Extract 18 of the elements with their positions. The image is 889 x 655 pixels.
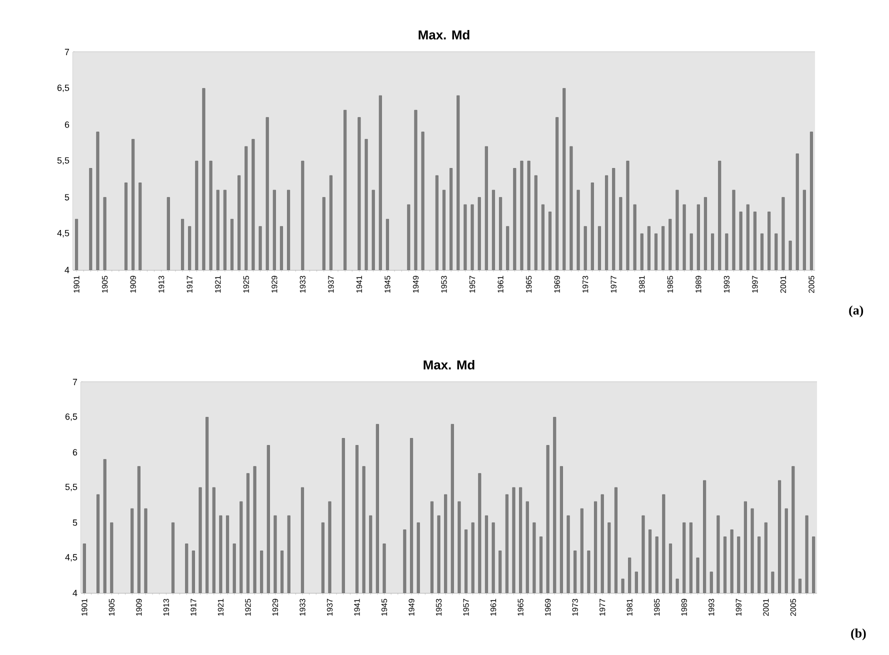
y-tick-label: 7	[64, 48, 70, 56]
y-tick-label: 6	[64, 121, 70, 128]
y-tick-label: 6	[72, 449, 78, 456]
y-tick-label: 7	[72, 378, 78, 386]
y-tick-label: 6,5	[65, 413, 78, 421]
y-tick-label: 4,5	[65, 554, 78, 562]
chart-title: Max. Md	[418, 30, 470, 40]
y-tick-label: 4	[72, 590, 78, 596]
text: (b)	[851, 628, 866, 640]
chart-title: Max. Md	[424, 360, 474, 370]
y-tick-label: 4,5	[57, 230, 70, 238]
y-tick-label: 5,5	[65, 484, 78, 492]
y-tick-label: 4	[64, 266, 70, 274]
y-tick-label: 5,5	[57, 157, 70, 165]
y-tick-label: 6,5	[57, 84, 70, 92]
y-tick-label: 5	[64, 194, 70, 200]
y-tick-label: 5	[72, 520, 78, 526]
text: (a)	[849, 306, 864, 318]
